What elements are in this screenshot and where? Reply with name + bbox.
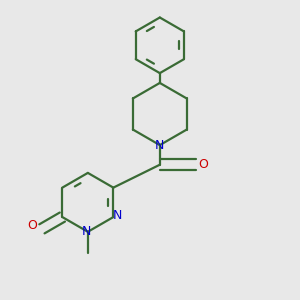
Text: O: O bbox=[27, 219, 37, 232]
Text: O: O bbox=[198, 158, 208, 171]
Text: N: N bbox=[155, 139, 164, 152]
Text: N: N bbox=[112, 209, 122, 222]
Text: N: N bbox=[82, 225, 91, 238]
